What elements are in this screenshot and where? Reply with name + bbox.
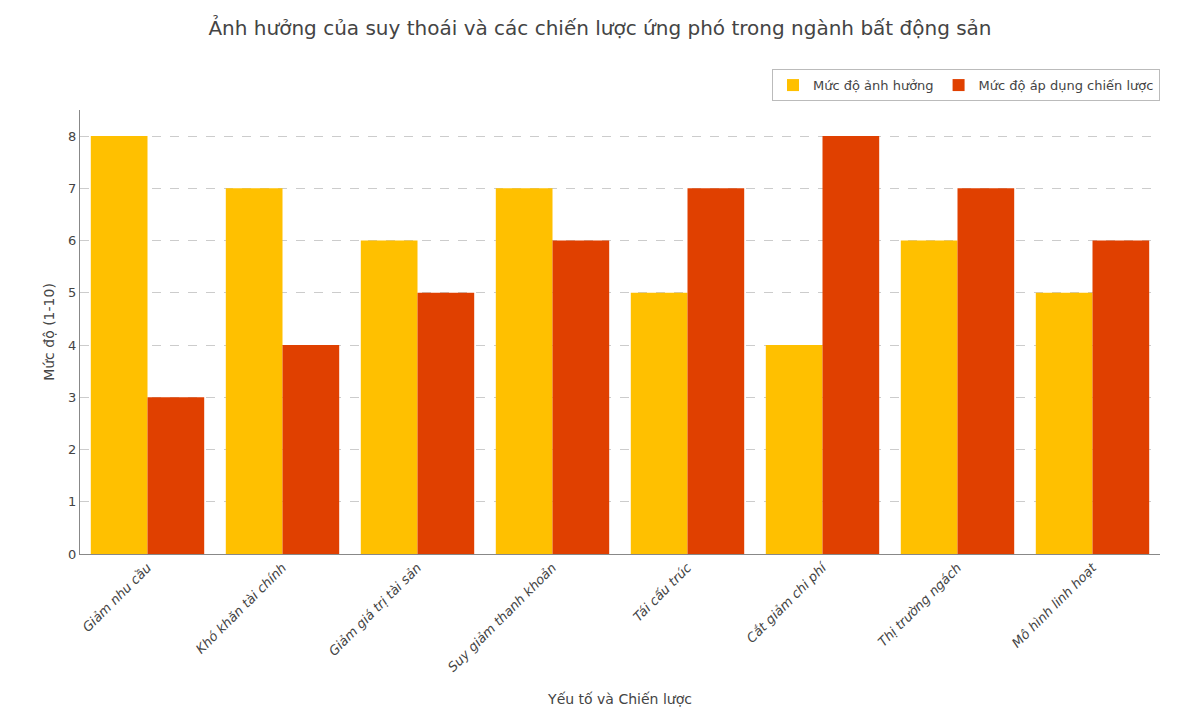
- svg-text:0: 0: [68, 547, 76, 562]
- svg-text:Cắt giảm chi phí: Cắt giảm chi phí: [744, 559, 831, 646]
- svg-text:Yếu tố và Chiến lược: Yếu tố và Chiến lược: [547, 691, 692, 707]
- svg-text:Giảm nhu cầu: Giảm nhu cầu: [80, 560, 155, 635]
- svg-text:Giảm giá trị tài sản: Giảm giá trị tài sản: [326, 560, 425, 659]
- svg-text:Mô hình linh hoạt: Mô hình linh hoạt: [1009, 560, 1100, 651]
- svg-text:8: 8: [68, 129, 76, 144]
- svg-text:Thị trường ngách: Thị trường ngách: [875, 560, 964, 649]
- svg-text:7: 7: [68, 181, 76, 196]
- svg-text:6: 6: [68, 233, 76, 248]
- svg-text:Suy giảm thanh khoản: Suy giảm thanh khoản: [445, 560, 559, 674]
- svg-text:5: 5: [68, 285, 76, 300]
- svg-text:Mức độ (1-10): Mức độ (1-10): [41, 283, 57, 381]
- svg-text:Khó khăn tài chính: Khó khăn tài chính: [193, 560, 289, 656]
- svg-text:Ảnh hưởng của suy thoái và các: Ảnh hưởng của suy thoái và các chiến lượ…: [208, 15, 991, 40]
- svg-text:1: 1: [68, 494, 76, 509]
- svg-text:4: 4: [68, 338, 76, 353]
- svg-text:Mức độ áp dụng chiến lược: Mức độ áp dụng chiến lược: [979, 78, 1154, 93]
- svg-text:2: 2: [68, 442, 76, 457]
- svg-text:3: 3: [68, 390, 76, 405]
- svg-text:Tái cấu trúc: Tái cấu trúc: [630, 560, 694, 624]
- svg-text:Mức độ ảnh hưởng: Mức độ ảnh hưởng: [813, 78, 934, 93]
